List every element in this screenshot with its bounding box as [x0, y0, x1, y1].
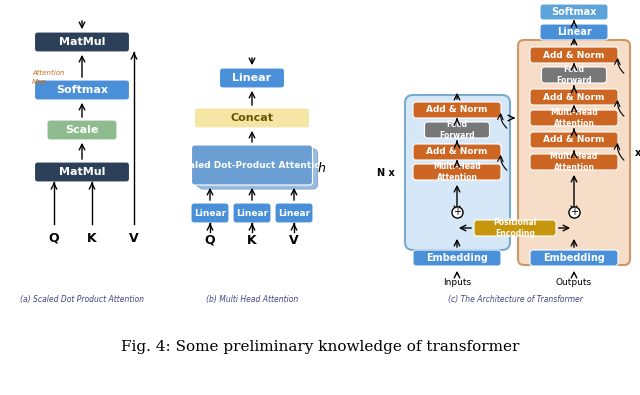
FancyBboxPatch shape — [35, 80, 129, 100]
Text: N x: N x — [377, 167, 395, 177]
Text: Inputs: Inputs — [443, 278, 471, 287]
FancyBboxPatch shape — [474, 220, 556, 236]
Text: Add & Norm: Add & Norm — [426, 105, 488, 115]
FancyBboxPatch shape — [530, 132, 618, 148]
FancyBboxPatch shape — [424, 122, 490, 138]
FancyBboxPatch shape — [530, 89, 618, 105]
Text: K: K — [87, 231, 97, 245]
Text: Multi-Head
Attention: Multi-Head Attention — [433, 162, 481, 182]
Text: Embedding: Embedding — [426, 253, 488, 263]
Text: Linear: Linear — [194, 209, 226, 218]
Text: Softmax: Softmax — [56, 85, 108, 95]
FancyBboxPatch shape — [233, 203, 271, 223]
Text: Feed
Forward: Feed Forward — [556, 65, 592, 85]
Text: Linear: Linear — [236, 209, 268, 218]
FancyBboxPatch shape — [413, 164, 501, 180]
Text: V: V — [129, 231, 139, 245]
FancyBboxPatch shape — [275, 203, 313, 223]
FancyBboxPatch shape — [530, 110, 618, 126]
Text: Q: Q — [205, 233, 215, 246]
FancyBboxPatch shape — [35, 162, 129, 182]
Text: V: V — [289, 233, 299, 246]
Text: MatMul: MatMul — [59, 167, 105, 177]
Text: Scale: Scale — [65, 125, 99, 135]
FancyBboxPatch shape — [191, 145, 312, 185]
FancyBboxPatch shape — [405, 95, 510, 250]
Text: MatMul: MatMul — [59, 37, 105, 47]
FancyBboxPatch shape — [540, 24, 608, 40]
Text: Add & Norm: Add & Norm — [543, 135, 605, 145]
Text: +: + — [570, 207, 578, 217]
Text: Embedding: Embedding — [543, 253, 605, 263]
Text: h: h — [317, 162, 325, 175]
Text: Concat: Concat — [230, 113, 273, 123]
FancyBboxPatch shape — [195, 108, 310, 128]
Text: Multi-Head
Attention: Multi-Head Attention — [550, 108, 598, 128]
Text: Fig. 4: Some preliminary knowledge of transformer: Fig. 4: Some preliminary knowledge of tr… — [121, 340, 519, 354]
Text: Linear: Linear — [557, 27, 591, 37]
Text: (b) Multi Head Attention: (b) Multi Head Attention — [206, 295, 298, 304]
FancyBboxPatch shape — [413, 250, 501, 266]
Text: Feed
Forward: Feed Forward — [439, 120, 475, 140]
Text: K: K — [247, 233, 257, 246]
Text: Attention: Attention — [32, 70, 65, 76]
Text: Positional
Encoding: Positional Encoding — [493, 218, 536, 238]
FancyBboxPatch shape — [413, 102, 501, 118]
FancyBboxPatch shape — [530, 154, 618, 170]
FancyBboxPatch shape — [195, 147, 314, 187]
Text: Map: Map — [32, 79, 47, 85]
FancyBboxPatch shape — [530, 47, 618, 63]
FancyBboxPatch shape — [413, 144, 501, 160]
Text: Add & Norm: Add & Norm — [543, 51, 605, 60]
FancyBboxPatch shape — [540, 4, 608, 20]
FancyBboxPatch shape — [518, 40, 630, 265]
Text: +: + — [453, 207, 461, 217]
Text: Linear: Linear — [278, 209, 310, 218]
Text: Linear: Linear — [232, 73, 271, 83]
FancyBboxPatch shape — [220, 68, 285, 88]
Text: Softmax: Softmax — [551, 7, 596, 17]
Text: (c) The Architecture of Transformer: (c) The Architecture of Transformer — [447, 295, 582, 304]
Text: Outputs: Outputs — [556, 278, 592, 287]
Text: Add & Norm: Add & Norm — [426, 147, 488, 156]
Text: (a) Scaled Dot Product Attention: (a) Scaled Dot Product Attention — [20, 295, 144, 304]
FancyBboxPatch shape — [198, 149, 317, 189]
FancyBboxPatch shape — [541, 67, 607, 83]
Text: x N: x N — [635, 147, 640, 158]
FancyBboxPatch shape — [530, 250, 618, 266]
FancyBboxPatch shape — [47, 120, 117, 140]
FancyBboxPatch shape — [35, 32, 129, 52]
FancyBboxPatch shape — [191, 203, 229, 223]
Text: Add & Norm: Add & Norm — [543, 92, 605, 102]
Text: Multi Head
Attention: Multi Head Attention — [550, 152, 598, 172]
Text: Scaled Dot-Product Attention: Scaled Dot-Product Attention — [177, 160, 327, 169]
Text: Q: Q — [49, 231, 60, 245]
